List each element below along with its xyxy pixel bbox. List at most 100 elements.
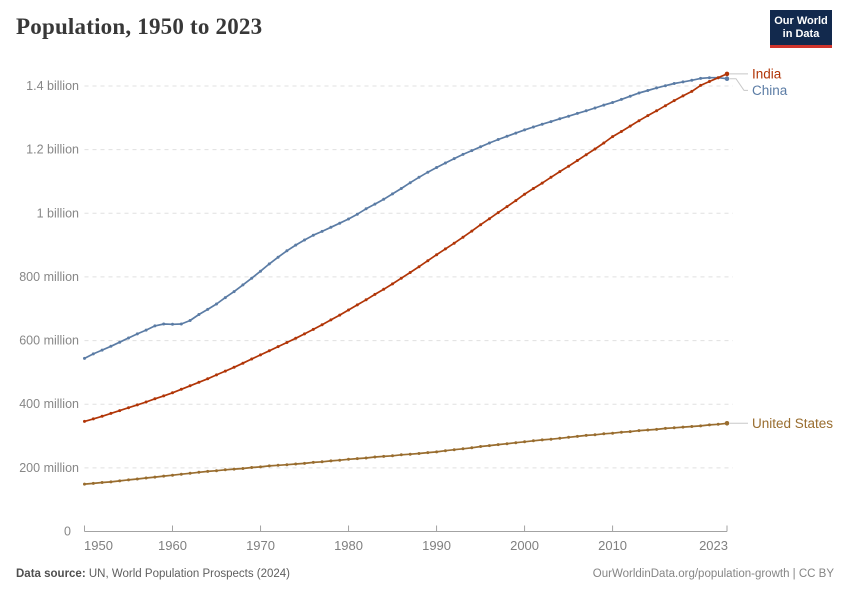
data-point-china[interactable]: [153, 324, 157, 328]
data-point-india[interactable]: [505, 205, 509, 209]
data-point-india[interactable]: [364, 298, 368, 302]
data-point-china[interactable]: [100, 348, 104, 352]
line-china[interactable]: [84, 76, 728, 360]
data-point-united-states[interactable]: [435, 450, 439, 454]
data-point-united-states[interactable]: [109, 480, 113, 484]
data-point-india[interactable]: [100, 414, 104, 418]
data-point-india[interactable]: [663, 104, 667, 108]
data-point-united-states[interactable]: [241, 467, 245, 470]
data-point-china[interactable]: [109, 344, 113, 348]
data-point-india[interactable]: [303, 332, 306, 336]
end-point-china[interactable]: [724, 76, 730, 81]
end-point-united-states[interactable]: [724, 421, 730, 426]
data-point-united-states[interactable]: [215, 469, 218, 473]
data-point-china[interactable]: [611, 101, 615, 104]
data-point-india[interactable]: [144, 400, 148, 404]
data-point-china[interactable]: [197, 313, 201, 316]
entity-label-china[interactable]: China: [752, 83, 788, 98]
data-point-china[interactable]: [338, 221, 342, 225]
data-point-india[interactable]: [250, 357, 254, 361]
data-point-india[interactable]: [127, 406, 130, 410]
data-point-united-states[interactable]: [417, 452, 421, 455]
data-point-china[interactable]: [655, 86, 659, 90]
data-point-china[interactable]: [382, 197, 386, 201]
data-point-china[interactable]: [285, 249, 289, 253]
data-point-united-states[interactable]: [452, 448, 456, 452]
data-point-china[interactable]: [320, 229, 324, 233]
data-point-india[interactable]: [716, 76, 720, 80]
data-point-china[interactable]: [628, 94, 632, 98]
data-point-china[interactable]: [540, 122, 544, 126]
data-point-india[interactable]: [206, 377, 210, 381]
data-point-china[interactable]: [303, 238, 306, 242]
data-point-india[interactable]: [443, 247, 447, 251]
data-point-china[interactable]: [399, 187, 403, 190]
data-point-india[interactable]: [399, 276, 403, 280]
entity-labels[interactable]: India China United States: [730, 66, 833, 431]
data-point-united-states[interactable]: [637, 429, 641, 433]
data-point-united-states[interactable]: [294, 462, 298, 466]
data-point-united-states[interactable]: [443, 449, 447, 453]
data-point-united-states[interactable]: [118, 479, 122, 483]
data-point-united-states[interactable]: [672, 426, 676, 430]
data-point-united-states[interactable]: [575, 434, 579, 438]
data-point-united-states[interactable]: [540, 438, 544, 442]
data-point-united-states[interactable]: [329, 459, 333, 463]
data-point-china[interactable]: [690, 78, 694, 82]
data-point-china[interactable]: [549, 120, 553, 124]
data-point-india[interactable]: [197, 380, 201, 384]
data-point-united-states[interactable]: [250, 466, 254, 469]
data-point-united-states[interactable]: [338, 458, 342, 462]
data-point-united-states[interactable]: [232, 467, 236, 471]
data-point-united-states[interactable]: [144, 476, 148, 480]
data-point-india[interactable]: [531, 187, 535, 190]
data-point-china[interactable]: [479, 145, 483, 149]
data-point-united-states[interactable]: [558, 436, 562, 440]
data-point-india[interactable]: [232, 365, 236, 369]
data-point-india[interactable]: [461, 235, 465, 239]
data-point-china[interactable]: [364, 207, 368, 211]
data-point-china[interactable]: [135, 332, 139, 336]
data-point-india[interactable]: [672, 99, 676, 103]
data-point-india[interactable]: [83, 419, 86, 423]
data-point-united-states[interactable]: [531, 439, 535, 443]
data-point-united-states[interactable]: [162, 474, 166, 478]
data-point-china[interactable]: [567, 114, 571, 118]
data-point-china[interactable]: [461, 152, 465, 156]
data-point-china[interactable]: [267, 262, 271, 266]
data-point-china[interactable]: [452, 157, 456, 161]
data-point-united-states[interactable]: [276, 463, 280, 467]
data-point-china[interactable]: [505, 134, 509, 138]
data-point-india[interactable]: [179, 387, 183, 391]
data-point-china[interactable]: [373, 202, 377, 206]
data-point-india[interactable]: [153, 397, 157, 401]
data-point-india[interactable]: [241, 361, 245, 365]
data-point-india[interactable]: [118, 409, 122, 413]
data-point-india[interactable]: [135, 403, 139, 407]
owid-logo[interactable]: Our World in Data: [770, 10, 832, 48]
data-point-china[interactable]: [223, 296, 227, 300]
data-point-united-states[interactable]: [487, 444, 491, 448]
data-point-united-states[interactable]: [567, 435, 571, 439]
data-point-china[interactable]: [558, 117, 562, 121]
data-point-india[interactable]: [487, 217, 491, 221]
data-point-india[interactable]: [347, 308, 350, 312]
data-point-united-states[interactable]: [303, 461, 306, 465]
data-point-united-states[interactable]: [285, 463, 289, 467]
line-india[interactable]: [84, 73, 728, 423]
credit-link[interactable]: OurWorldinData.org/population-growth | C…: [592, 568, 834, 580]
data-point-united-states[interactable]: [461, 447, 465, 451]
data-point-united-states[interactable]: [549, 437, 553, 441]
data-point-china[interactable]: [171, 322, 174, 326]
series-lines[interactable]: [83, 71, 730, 486]
data-point-united-states[interactable]: [523, 440, 527, 444]
data-point-china[interactable]: [443, 161, 447, 165]
data-point-china[interactable]: [391, 192, 394, 196]
data-point-china[interactable]: [619, 97, 623, 101]
data-point-china[interactable]: [250, 276, 254, 280]
data-point-united-states[interactable]: [399, 453, 403, 457]
data-point-china[interactable]: [699, 76, 703, 80]
data-point-india[interactable]: [707, 80, 711, 83]
data-point-india[interactable]: [470, 229, 474, 233]
